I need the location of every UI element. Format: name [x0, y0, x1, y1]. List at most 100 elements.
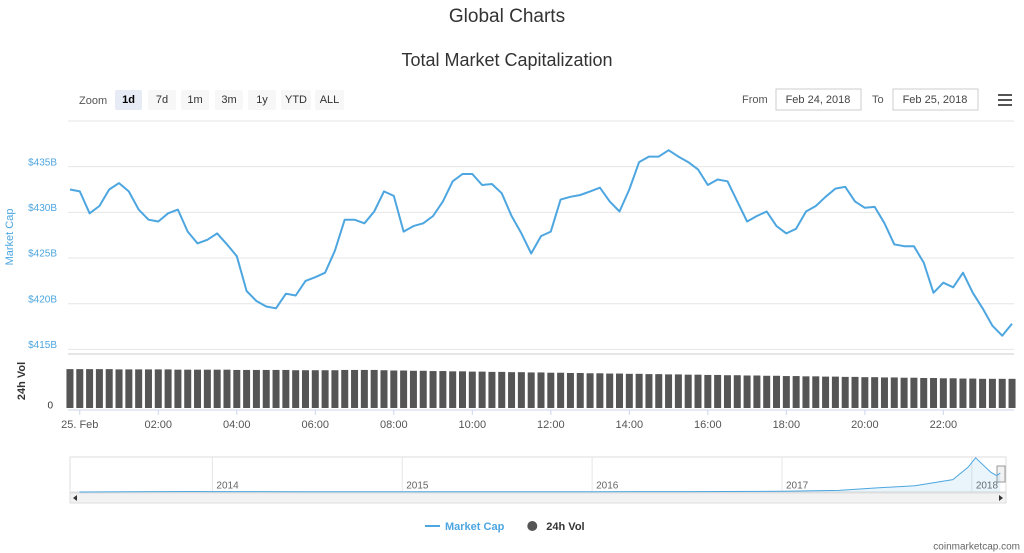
volume-bar — [419, 370, 427, 408]
volume-bar — [233, 369, 241, 408]
volume-bar — [252, 369, 260, 408]
navigator-tick-label: 2015 — [406, 481, 429, 492]
zoom-label: Zoom — [79, 95, 107, 107]
volume-bar — [282, 369, 290, 408]
zoom-button-label[interactable]: 7d — [156, 94, 168, 106]
x-tick-label: 16:00 — [694, 419, 722, 431]
volume-bar — [194, 369, 202, 408]
to-date[interactable]: Feb 25, 2018 — [903, 94, 968, 106]
volume-bar — [527, 372, 535, 408]
volume-bar — [292, 370, 300, 408]
zoom-button[interactable] — [281, 90, 311, 110]
chart-title: Total Market Capitalization — [401, 50, 612, 70]
zoom-button[interactable] — [215, 90, 243, 110]
volume-bar — [351, 369, 359, 408]
zoom-button[interactable] — [248, 90, 276, 110]
legend-symbol[interactable] — [527, 521, 538, 531]
x-tick-label: 18:00 — [773, 419, 801, 431]
volume-bar — [831, 376, 839, 408]
volume-bar — [822, 376, 830, 408]
volume-bar — [184, 369, 192, 408]
volume-bar — [743, 375, 751, 408]
scroll-right[interactable] — [999, 495, 1003, 501]
x-tick-label: 22:00 — [930, 419, 958, 431]
x-tick-label: 10:00 — [459, 419, 487, 431]
scrollbar[interactable] — [69, 492, 1007, 504]
volume-bar — [635, 373, 643, 408]
volume-bar — [321, 370, 329, 408]
y-tick-label: $430B — [28, 203, 57, 214]
volume-bar — [753, 375, 761, 408]
volume-bar — [1008, 378, 1016, 408]
volume-bar — [409, 370, 417, 408]
volume-bar — [370, 369, 378, 408]
y-tick-label: $420B — [28, 294, 57, 305]
volume-bar — [900, 377, 908, 408]
volume-bar — [95, 369, 103, 408]
volume-bar — [66, 369, 74, 408]
x-tick-label: 12:00 — [537, 419, 565, 431]
scroll-left[interactable] — [73, 495, 77, 501]
navigator-frame — [69, 456, 1007, 493]
volume-bar — [576, 373, 584, 408]
volume-bar — [871, 377, 879, 408]
volume-bar — [979, 378, 987, 408]
volume-bar — [262, 369, 270, 408]
volume-bar — [851, 376, 859, 408]
volume-bar — [655, 374, 663, 408]
zoom-button[interactable] — [115, 90, 142, 110]
navigator-tick-label: 2018 — [976, 481, 999, 492]
to-input[interactable] — [892, 88, 979, 111]
page-title: Global Charts — [449, 6, 565, 27]
volume-bar — [988, 378, 996, 408]
volume-bar — [998, 378, 1006, 408]
volume-bar — [144, 369, 152, 408]
x-tick-label: 08:00 — [380, 419, 408, 431]
from-input[interactable] — [775, 88, 862, 111]
zoom-button-label[interactable]: YTD — [285, 94, 307, 106]
market-cap-line — [69, 149, 1013, 337]
volume-bar — [930, 378, 938, 408]
volume-bar — [76, 369, 84, 408]
volume-bar — [802, 376, 810, 408]
volume-bar — [723, 375, 731, 408]
volume-bar — [360, 369, 368, 408]
volume-bar — [498, 371, 506, 408]
navigator-handle[interactable] — [996, 465, 1006, 483]
zoom-button[interactable] — [315, 90, 344, 110]
volume-bar — [949, 378, 957, 408]
zoom-button-label[interactable]: ALL — [320, 94, 340, 106]
zoom-button-label[interactable]: 1d — [122, 94, 135, 106]
zoom-button[interactable] — [181, 90, 209, 110]
volume-bar — [939, 378, 947, 408]
volume-bar — [86, 369, 94, 408]
zoom-button[interactable] — [148, 90, 176, 110]
volume-bar — [969, 378, 977, 408]
volume-bar — [125, 369, 133, 408]
volume-bar — [841, 376, 849, 408]
legend-label[interactable]: Market Cap — [445, 521, 505, 533]
volume-bar — [154, 369, 162, 408]
zoom-button-label[interactable]: 1m — [187, 94, 202, 106]
menu-button[interactable] — [998, 94, 1012, 106]
navigator-area — [79, 457, 1001, 492]
legend-label[interactable]: 24h Vol — [546, 521, 584, 533]
x-tick-label: 25. Feb — [61, 419, 98, 431]
volume-bar — [645, 374, 653, 408]
volume-bar — [557, 372, 565, 408]
volume-bar — [782, 376, 790, 408]
credit: coinmarketcap.com — [933, 542, 1020, 553]
x-tick-label: 02:00 — [145, 419, 173, 431]
volume-bar — [301, 370, 309, 408]
navigator-line — [79, 457, 1001, 493]
volume-bar — [606, 373, 614, 408]
volume-bar — [478, 371, 486, 408]
from-date[interactable]: Feb 24, 2018 — [786, 94, 851, 106]
volume-bar — [164, 369, 172, 408]
y-axis-title: Market Cap — [4, 209, 16, 266]
volume-bar — [213, 369, 221, 408]
zoom-button-label[interactable]: 3m — [221, 94, 236, 106]
volume-bar — [674, 374, 682, 408]
zoom-button-label[interactable]: 1y — [256, 94, 268, 106]
y-tick-label: $425B — [28, 249, 57, 260]
